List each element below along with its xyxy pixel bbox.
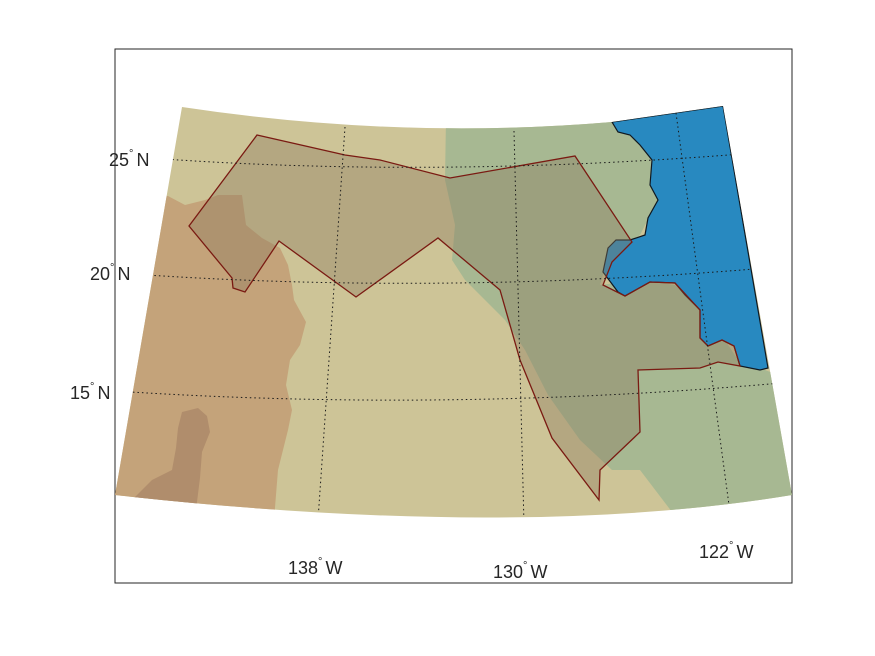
lon-label-130: 130° W — [493, 560, 547, 582]
terrain-dark-brown — [132, 408, 210, 510]
terrain-green-east — [445, 118, 792, 518]
lat-label-15: 15° N — [70, 381, 110, 403]
graticule-lat-20 — [131, 265, 791, 284]
map-area — [115, 106, 792, 518]
lon-label-122: 122° W — [699, 540, 753, 562]
lat-label-25: 25° N — [109, 148, 149, 170]
graticule-lat-15 — [115, 381, 792, 401]
lat-label-20: 20° N — [90, 262, 130, 284]
graticule-lon-122 — [675, 112, 730, 506]
graticule — [115, 112, 792, 518]
graticule-lat-25 — [149, 149, 791, 168]
highlighted-region — [188, 134, 741, 502]
lon-label-138: 138° W — [288, 556, 342, 578]
